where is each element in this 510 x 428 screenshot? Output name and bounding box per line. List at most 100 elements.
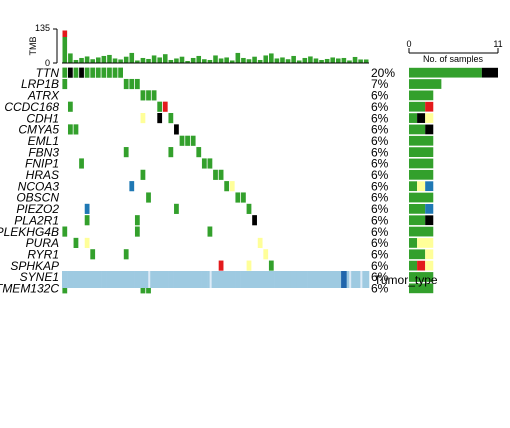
gene-label: CCDC168 [4,100,59,114]
count-bar-segment [425,181,434,192]
gene-percentage: 6% [371,191,389,205]
tmb-bar [90,59,95,63]
mutation-cell [107,67,112,78]
tmb-bar [347,60,352,63]
tmb-bar [319,59,324,63]
mutation-cell [67,101,73,112]
count-bar-segment [409,226,434,237]
gene-percentage: 6% [371,247,389,261]
tumor-type-cell [279,271,286,288]
tumor-type-cell [123,271,130,288]
gene-percentage: 6% [371,100,389,114]
sample-count-bars [409,67,498,294]
tmb-tick-label-bottom: 0 [45,58,50,68]
count-bar-segment [409,113,418,123]
mutation-cell [268,260,274,271]
tumor-type-cell [363,271,370,288]
mutation-cell [174,203,179,214]
count-bar-segment [425,260,434,271]
mutation-cell [84,203,90,214]
mutation-cell [140,169,146,180]
mutation-cell [257,237,263,248]
mutation-cell [151,90,157,101]
tumor-type-cell [251,271,258,288]
mutation-cell [134,226,140,237]
mutation-cell [213,169,218,180]
mutation-cell [246,260,252,271]
gene-percentage: 20% [371,66,395,80]
gene-label: FBN3 [28,145,59,159]
count-tick-label-left: 0 [406,39,411,49]
tmb-bar [263,55,269,63]
tumor-type-divider [209,271,212,288]
gene-percentage: 6% [371,134,389,148]
mutation-cell [123,249,129,260]
tmb-bar [196,55,202,63]
tumor-type-cell [318,271,325,288]
tmb-bar-panel [62,30,369,64]
tumor-type-divider [148,271,151,288]
count-bar-segment [425,113,434,123]
tmb-bar [274,58,280,63]
tumor-type-cell [112,271,119,288]
gene-percentage: 6% [371,202,389,216]
mutation-cell [229,181,235,192]
mutation-cell [90,249,96,260]
gene-label: TTN [36,66,60,80]
tumor-type-cell [268,271,275,288]
count-bar-segment [425,124,434,135]
count-bar-segment [417,260,426,271]
tmb-bar [285,59,291,63]
tmb-bar [129,52,135,63]
mutation-cell [112,67,118,78]
gene-percentage: 6% [371,282,389,296]
mutation-cell [123,147,129,158]
tumor-type-cell [235,271,241,288]
mutation-cell [157,101,163,112]
tmb-bar [229,60,235,63]
mutation-cell [162,101,168,112]
tmb-bar [358,59,363,63]
count-bar-segment [409,238,418,248]
annotation-label: Tumor_type [374,273,438,287]
tumor-type-cell [352,271,359,288]
tumor-type-cell [162,271,169,288]
count-bar-segment [409,204,426,214]
tumor-type-cell [218,271,225,288]
tumor-type-cell [95,271,102,288]
mutation-cell [123,78,129,90]
tumor-type-cell [195,271,202,288]
gene-label: CMYA5 [18,123,59,137]
tmb-bar [190,57,196,63]
mutation-cell [62,283,68,294]
count-bar-segment [409,169,434,180]
mutation-cell [146,90,151,101]
tmb-bar [341,57,347,63]
tmb-bar [135,60,140,63]
tumor-type-cell [201,271,208,288]
mutation-cell [129,78,135,90]
mutation-cell [67,124,73,135]
count-bar-segment [409,249,426,260]
mutation-cell [140,283,146,294]
count-bar-segment [409,135,434,146]
tumor-type-cell [168,271,174,288]
tumor-type-cell [257,271,264,288]
tmb-bar [324,58,330,63]
mutation-cell [73,237,79,248]
mutation-cell [140,113,146,124]
tmb-bar [252,56,257,63]
mutation-cell [84,67,90,78]
tumor-type-cell [190,271,197,288]
count-bar-segment [409,260,418,271]
tmb-bar [123,56,129,63]
tmb-bar [235,52,241,63]
gene-label: EML1 [28,134,59,148]
mutation-cell [168,147,174,158]
mutation-cell [84,237,90,248]
tumor-type-cell [324,271,331,288]
gene-percentage: 6% [371,123,389,137]
mutation-cell [73,67,79,78]
tmb-bar [73,59,79,63]
